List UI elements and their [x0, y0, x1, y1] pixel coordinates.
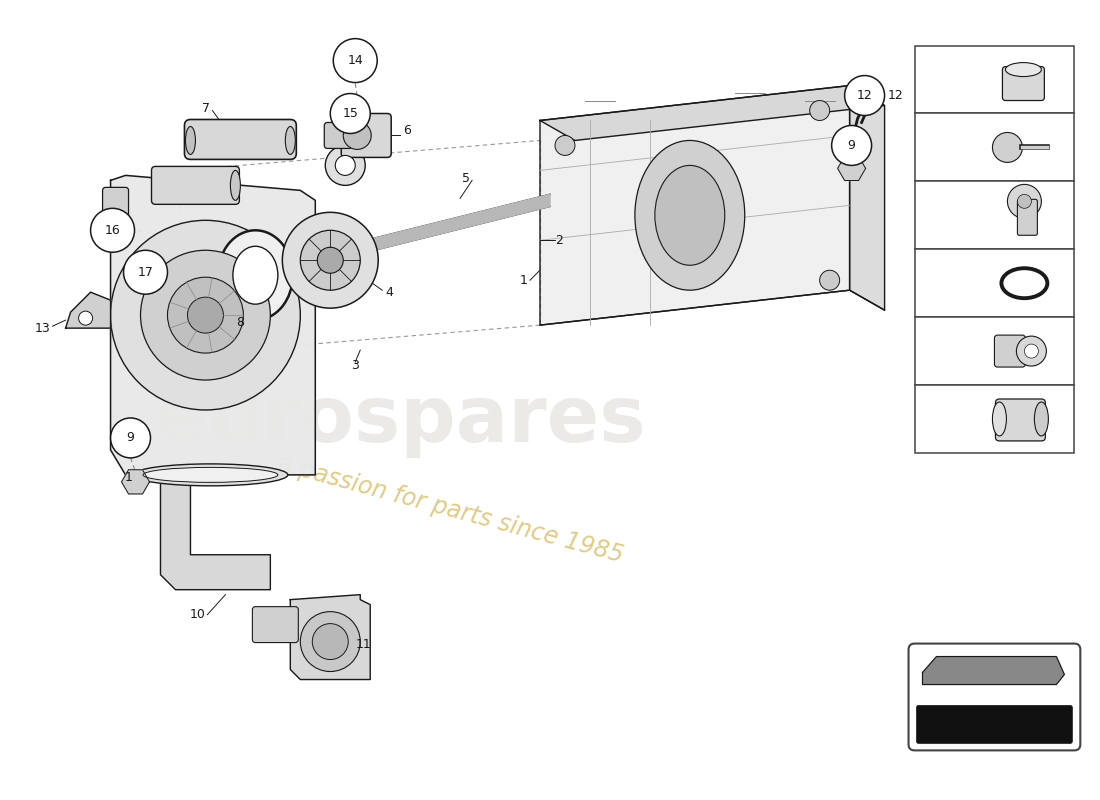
Ellipse shape [143, 467, 278, 482]
FancyBboxPatch shape [1002, 66, 1044, 101]
Text: 5: 5 [462, 172, 470, 185]
Text: 10: 10 [189, 608, 206, 621]
Polygon shape [161, 475, 271, 590]
Ellipse shape [233, 246, 278, 304]
Text: 17: 17 [927, 73, 946, 86]
Polygon shape [540, 86, 849, 325]
Ellipse shape [133, 464, 288, 486]
Ellipse shape [230, 170, 241, 200]
Polygon shape [66, 292, 111, 328]
Bar [914, 250, 1075, 317]
Text: 9: 9 [126, 431, 134, 445]
Polygon shape [111, 175, 316, 475]
Ellipse shape [654, 166, 725, 266]
Text: 7: 7 [202, 102, 210, 115]
Bar [914, 114, 1075, 182]
Circle shape [336, 155, 355, 175]
Ellipse shape [635, 141, 745, 290]
Circle shape [283, 212, 378, 308]
FancyBboxPatch shape [996, 399, 1045, 441]
Text: 4: 4 [385, 286, 393, 298]
FancyBboxPatch shape [994, 335, 1025, 367]
Circle shape [111, 220, 300, 410]
Circle shape [111, 418, 151, 458]
Text: 3: 3 [351, 358, 360, 371]
Text: 1: 1 [124, 471, 132, 484]
Bar [914, 385, 1075, 453]
Text: a passion for parts since 1985: a passion for parts since 1985 [275, 452, 626, 567]
Polygon shape [849, 86, 884, 310]
FancyBboxPatch shape [909, 643, 1080, 750]
Polygon shape [540, 86, 884, 141]
Bar [914, 182, 1075, 250]
Circle shape [123, 250, 167, 294]
Polygon shape [923, 657, 1065, 685]
Circle shape [343, 122, 371, 150]
Circle shape [820, 270, 839, 290]
Circle shape [845, 75, 884, 115]
Circle shape [832, 126, 871, 166]
Circle shape [326, 146, 365, 186]
Text: 6: 6 [404, 124, 411, 137]
Bar [914, 46, 1075, 114]
Circle shape [1018, 194, 1032, 208]
Polygon shape [837, 156, 866, 181]
Text: 12: 12 [857, 89, 872, 102]
Circle shape [1008, 184, 1042, 218]
Text: 9: 9 [848, 139, 856, 152]
FancyBboxPatch shape [102, 187, 129, 234]
Text: 11: 11 [355, 638, 371, 651]
Ellipse shape [328, 250, 333, 262]
Ellipse shape [186, 126, 196, 154]
Text: eurospares: eurospares [154, 382, 646, 458]
Circle shape [90, 208, 134, 252]
Text: 16: 16 [927, 141, 946, 154]
FancyBboxPatch shape [152, 166, 240, 204]
Text: 13: 13 [35, 322, 51, 334]
FancyBboxPatch shape [324, 122, 352, 149]
Circle shape [78, 311, 92, 325]
Ellipse shape [218, 230, 293, 320]
Text: 8: 8 [236, 316, 244, 329]
Text: 15: 15 [342, 107, 359, 120]
Text: 16: 16 [104, 224, 120, 237]
Circle shape [141, 250, 271, 380]
Text: 12: 12 [888, 89, 903, 102]
Circle shape [167, 278, 243, 353]
Bar [914, 317, 1075, 385]
Text: 17: 17 [138, 266, 153, 278]
Polygon shape [290, 594, 371, 679]
FancyBboxPatch shape [341, 114, 392, 158]
Text: 9: 9 [932, 344, 942, 358]
Text: 121 08: 121 08 [962, 716, 1026, 734]
Ellipse shape [1005, 62, 1042, 77]
Ellipse shape [992, 402, 1007, 436]
Circle shape [1024, 344, 1038, 358]
Text: 1: 1 [520, 274, 528, 286]
FancyBboxPatch shape [1018, 199, 1037, 235]
FancyBboxPatch shape [252, 606, 298, 642]
Ellipse shape [1034, 402, 1048, 436]
Circle shape [1016, 336, 1046, 366]
FancyBboxPatch shape [916, 706, 1072, 743]
Circle shape [300, 612, 360, 671]
FancyBboxPatch shape [185, 119, 296, 159]
Text: 15: 15 [927, 208, 946, 222]
Circle shape [333, 38, 377, 82]
Text: 14: 14 [927, 276, 946, 290]
Text: 14: 14 [348, 54, 363, 67]
Circle shape [187, 297, 223, 333]
Polygon shape [121, 470, 150, 494]
Circle shape [300, 230, 360, 290]
Circle shape [312, 624, 349, 659]
Polygon shape [330, 194, 550, 262]
Ellipse shape [285, 126, 295, 154]
Circle shape [317, 247, 343, 274]
Text: 2: 2 [556, 234, 563, 246]
Circle shape [810, 101, 829, 121]
Text: 8: 8 [932, 412, 942, 426]
Circle shape [330, 94, 371, 134]
Circle shape [556, 135, 575, 155]
Circle shape [992, 133, 1022, 162]
